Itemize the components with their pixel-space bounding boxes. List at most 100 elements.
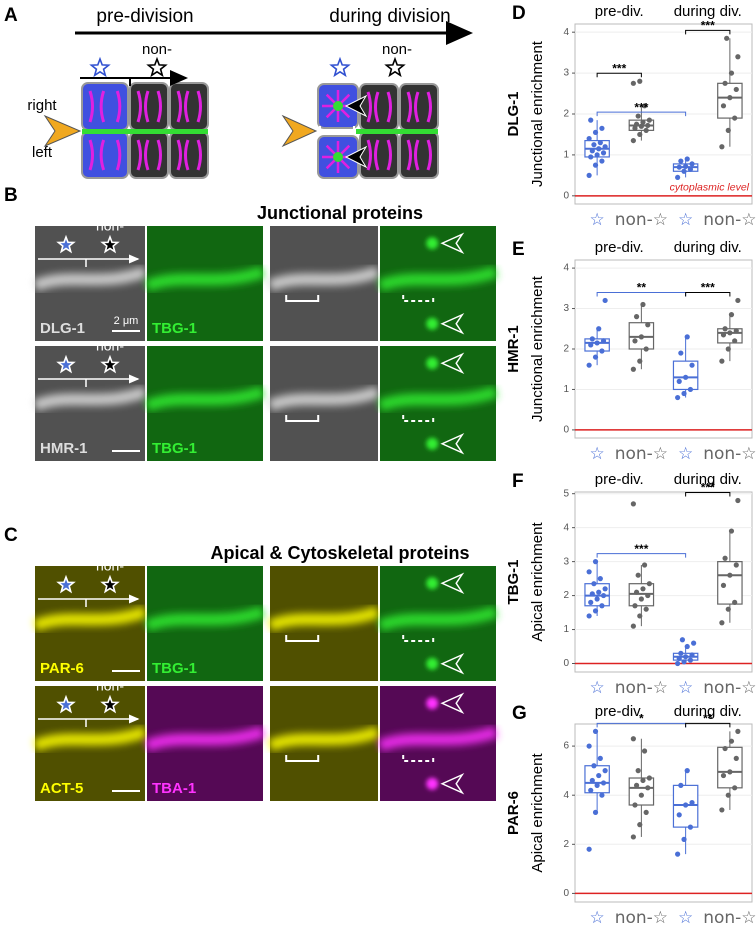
microtubule bbox=[176, 139, 182, 171]
non-label: non- bbox=[142, 41, 172, 58]
data-point bbox=[592, 354, 599, 360]
significance-bracket bbox=[685, 291, 731, 297]
significance-bracket bbox=[596, 72, 642, 78]
data-point bbox=[588, 342, 594, 348]
data-point bbox=[643, 606, 649, 612]
data-point bbox=[638, 334, 644, 340]
data-point bbox=[640, 119, 646, 125]
junction-signal bbox=[267, 266, 381, 292]
microtubule bbox=[99, 90, 106, 123]
data-point bbox=[592, 608, 599, 614]
junction-signal bbox=[32, 606, 148, 632]
data-point bbox=[630, 623, 636, 629]
microtubule bbox=[406, 139, 412, 171]
group-label: during div. bbox=[674, 239, 742, 256]
centrosome-signal bbox=[426, 577, 439, 590]
data-point bbox=[632, 338, 638, 344]
data-point bbox=[678, 650, 684, 656]
group-label: pre-div. bbox=[595, 239, 644, 256]
data-point bbox=[596, 589, 602, 595]
significance-bracket bbox=[685, 491, 731, 497]
data-point bbox=[599, 125, 605, 131]
data-point bbox=[732, 338, 738, 344]
data-point bbox=[592, 162, 599, 168]
microtubule bbox=[156, 139, 162, 171]
data-point bbox=[635, 113, 641, 119]
data-point bbox=[646, 775, 652, 781]
y-tick-label: 6 bbox=[563, 741, 569, 752]
x-tick-label: ☆ bbox=[678, 908, 693, 928]
data-point bbox=[733, 755, 739, 761]
junction-arrowhead bbox=[281, 114, 318, 148]
data-point bbox=[687, 824, 694, 830]
junction-signal bbox=[377, 606, 498, 632]
data-point bbox=[592, 809, 599, 815]
data-point bbox=[637, 131, 643, 138]
data-point bbox=[632, 802, 638, 808]
data-point bbox=[599, 603, 605, 609]
data-point bbox=[599, 792, 605, 798]
centrosome-signal bbox=[426, 437, 439, 450]
data-point bbox=[635, 768, 641, 774]
data-point bbox=[638, 792, 644, 798]
data-point bbox=[735, 54, 741, 60]
data-point bbox=[683, 163, 689, 169]
side-label: left bbox=[32, 144, 53, 161]
centrosome-signal bbox=[426, 237, 439, 250]
centrosome bbox=[333, 101, 343, 111]
microtubule bbox=[386, 91, 392, 123]
data-point bbox=[591, 581, 597, 587]
data-point bbox=[735, 497, 741, 504]
y-tick-label: 1 bbox=[563, 150, 569, 161]
data-point bbox=[687, 657, 694, 663]
data-point bbox=[733, 328, 739, 334]
data-point bbox=[727, 330, 733, 336]
data-point bbox=[588, 154, 594, 160]
data-point bbox=[632, 603, 638, 609]
cell bbox=[359, 83, 399, 131]
data-point bbox=[719, 358, 725, 364]
microtubule bbox=[115, 139, 122, 171]
microtubule bbox=[374, 91, 380, 123]
data-point bbox=[684, 768, 690, 774]
side-label: right bbox=[27, 97, 57, 114]
junction-bracket bbox=[402, 635, 435, 642]
data-point bbox=[683, 654, 689, 660]
panel-title: Junctional proteins bbox=[257, 203, 423, 223]
annotation: cytoplasmic level bbox=[670, 182, 750, 194]
junction-bracket bbox=[285, 415, 320, 422]
microtubule bbox=[366, 139, 372, 171]
junction-signal bbox=[144, 386, 265, 412]
microtubule bbox=[88, 90, 94, 123]
junction bbox=[82, 129, 208, 134]
scale-label: 2 μm bbox=[114, 315, 139, 327]
centrosome-signal bbox=[426, 317, 439, 330]
data-point bbox=[600, 592, 607, 599]
data-point bbox=[725, 606, 731, 612]
data-point bbox=[728, 528, 735, 534]
data-point bbox=[645, 592, 651, 599]
data-point bbox=[589, 591, 595, 597]
x-tick-label: ☆ bbox=[590, 908, 605, 928]
microtubule bbox=[144, 139, 150, 171]
data-point bbox=[681, 168, 687, 174]
data-point bbox=[719, 620, 725, 626]
data-point bbox=[592, 559, 599, 565]
data-point bbox=[735, 297, 741, 304]
data-point bbox=[596, 772, 602, 779]
data-point bbox=[637, 358, 643, 364]
data-point bbox=[728, 738, 735, 744]
y-tick-label: 5 bbox=[563, 488, 569, 499]
x-tick-label: non-☆ bbox=[703, 678, 756, 698]
x-tick-label: non-☆ bbox=[615, 444, 668, 464]
data-point bbox=[635, 572, 641, 578]
data-point bbox=[689, 799, 695, 806]
junction-signal bbox=[267, 606, 381, 632]
non-label: non- bbox=[96, 218, 124, 234]
junction-bracket bbox=[319, 126, 355, 133]
data-point bbox=[600, 338, 607, 344]
data-point bbox=[675, 394, 681, 401]
data-point bbox=[732, 115, 738, 121]
data-point bbox=[632, 125, 638, 131]
